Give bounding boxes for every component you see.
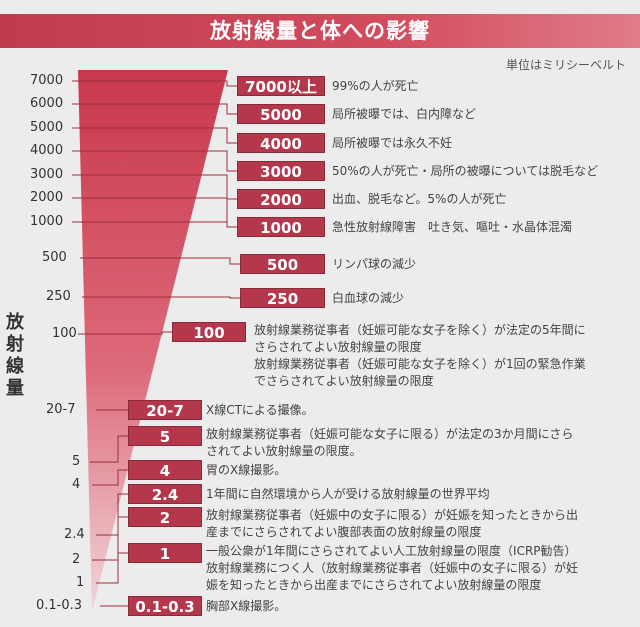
connector-line (72, 80, 237, 87)
dose-triangle (78, 70, 228, 612)
dose-value-box: 7000以上 (237, 76, 325, 96)
connector-line (72, 221, 237, 228)
dose-value-box: 2000 (237, 189, 325, 209)
scale-label: 2 (72, 552, 81, 567)
effect-description: 出血、脱毛など。5%の人が死亡 (332, 192, 507, 206)
effect-description: 1年間に自然環境から人が受ける放射線量の世界平均 (206, 487, 490, 501)
effect-description: 一般公衆が1年間にさらされてよい人工放射線量の限度（ICRP勧告） 放射線業務に… (206, 544, 579, 592)
effect-description: 局所被曝では、白内障など (332, 107, 477, 121)
scale-label: 5000 (30, 120, 64, 135)
effect-description: 50%の人が死亡・局所の被曝については脱毛など (332, 164, 599, 178)
effect-description: 99%の人が死亡 (332, 79, 419, 93)
axis-title-char: 線 (6, 356, 24, 377)
scale-label: 4000 (30, 143, 64, 158)
dose-value-box: 100 (172, 322, 246, 342)
connector-line (82, 296, 240, 299)
connector-line (92, 469, 128, 486)
connector-line (78, 331, 172, 335)
scale-label: 4 (72, 477, 81, 492)
title-banner: 放射線量と体への影響 (0, 14, 640, 48)
connector-line (92, 516, 128, 561)
axis-title-char: 放 (6, 312, 24, 333)
scale-label: 0.1-0.3 (36, 598, 83, 613)
axis-title: 放 射 線 量 (6, 312, 24, 400)
axis-title-char: 射 (6, 334, 24, 355)
dose-value-box: 20-7 (128, 400, 202, 420)
dose-value-box: 3000 (237, 161, 325, 181)
connector-lines (72, 80, 240, 607)
scale-label: 1 (76, 575, 85, 590)
scale-label: 250 (46, 289, 71, 304)
dose-value-box: 5000 (237, 104, 325, 124)
dose-value-box: 1000 (237, 217, 325, 237)
scale-label: 6000 (30, 96, 64, 111)
axis-title-char: 量 (6, 378, 24, 399)
dose-value-box: 4000 (237, 133, 325, 153)
dose-value-box: 4 (128, 460, 202, 480)
effect-description: 急性放射線障害 吐き気、嘔吐・水晶体混濁 (332, 220, 573, 234)
effect-description: 放射線業務従事者（妊娠中の女子に限る）が妊娠を知ったときから出 産までにさらされ… (206, 508, 579, 539)
dose-value-box: 0.1-0.3 (128, 596, 202, 616)
effect-description: リンパ球の減少 (332, 257, 417, 271)
dose-value-box: 500 (240, 254, 325, 274)
scale-label: 2.4 (64, 527, 85, 542)
connector-line (72, 127, 237, 144)
page-title: 放射線量と体への影響 (210, 19, 430, 43)
connector-line (96, 493, 128, 536)
dose-value-box: 5 (128, 426, 202, 446)
scale-label: 20-7 (46, 402, 76, 417)
connector-line (72, 150, 237, 172)
effect-description: 放射線業務従事者（妊娠可能な女子に限る）が法定の3か月間にさら されてよい放射線… (206, 427, 574, 458)
connector-line (72, 174, 237, 200)
scale-label: 1000 (30, 214, 64, 229)
effect-description: 放射線業務従事者（妊娠可能な女子を除く）が法定の5年間に さらされてよい放射線量… (254, 323, 586, 388)
dose-value-box: 250 (240, 288, 325, 308)
dose-value-box: 1 (128, 543, 202, 563)
effect-description: 胸部X線撮影。 (206, 599, 287, 613)
dose-value-box: 2 (128, 507, 202, 527)
effect-description: X線CTによる撮像。 (206, 403, 314, 417)
scale-label: 3000 (30, 167, 64, 182)
connector-line (72, 103, 237, 115)
scale-label: 100 (52, 326, 77, 341)
effect-description: 胃のX線撮影。 (206, 463, 287, 477)
scale-label: 500 (42, 250, 67, 265)
effect-description: 白血球の減少 (332, 291, 405, 305)
connector-line (90, 435, 128, 463)
dose-value-box: 2.4 (128, 484, 202, 504)
unit-note: 単位はミリシーベルト (505, 58, 626, 72)
scale-label: 7000 (30, 73, 64, 88)
scale-label: 2000 (30, 190, 64, 205)
effect-description: 局所被曝では永久不妊 (332, 136, 453, 150)
connector-line (80, 257, 240, 265)
connector-line (96, 552, 128, 584)
scale-label: 5 (72, 454, 81, 469)
